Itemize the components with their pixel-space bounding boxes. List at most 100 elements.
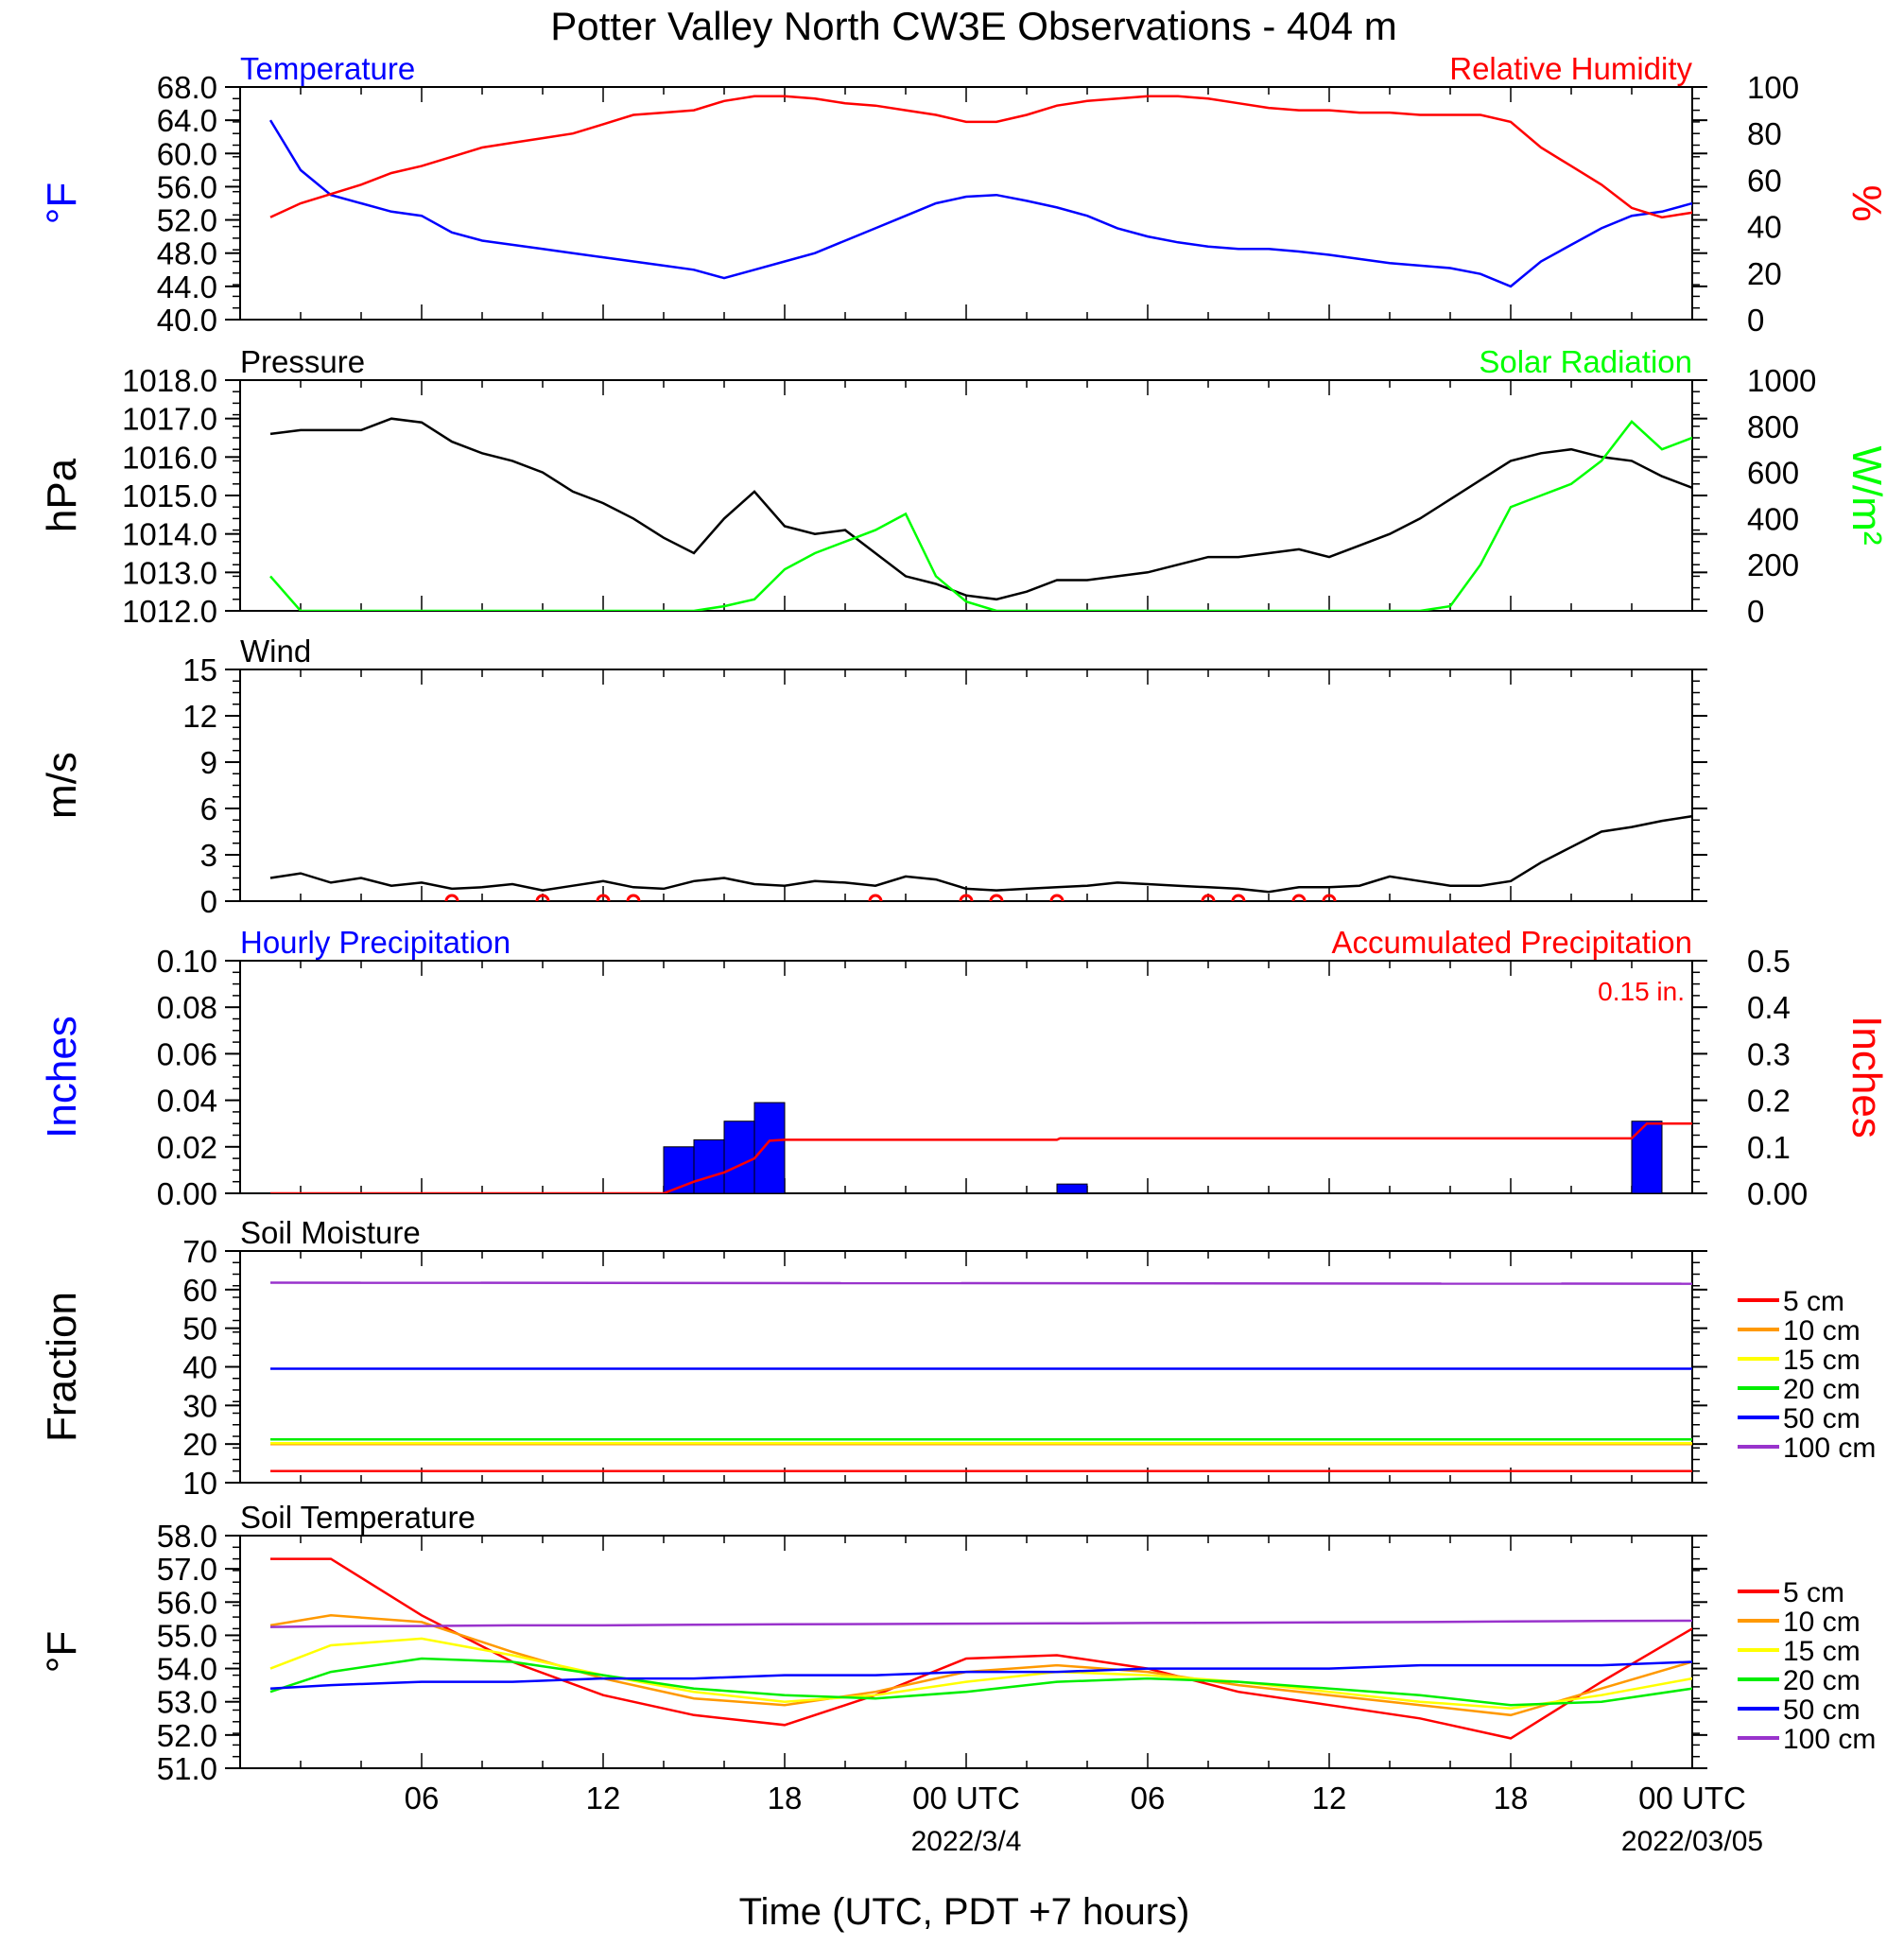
time-tick-label: 18	[1494, 1781, 1529, 1816]
figure-title: Potter Valley North CW3E Observations - …	[550, 4, 1397, 48]
left-tick-label: 1018.0	[122, 363, 217, 398]
plot-area	[269, 417, 1692, 611]
calm-wind-marker	[1049, 894, 1065, 901]
time-tick-label: 12	[1312, 1781, 1347, 1816]
y-axis-label-left: Inches	[39, 1016, 85, 1138]
left-tick-label: 0.08	[157, 990, 217, 1025]
panel-left-title: Pressure	[240, 344, 365, 379]
left-tick-label: 40.0	[157, 303, 217, 338]
left-tick-label: 56.0	[157, 169, 217, 204]
left-tick-label: 55.0	[157, 1618, 217, 1653]
time-tick-label: 18	[768, 1781, 803, 1816]
panel-frame	[239, 1535, 1693, 1769]
legend-label: 5 cm	[1783, 1286, 1844, 1317]
time-tick-label: 06	[405, 1781, 440, 1816]
plot-area	[268, 95, 1692, 288]
panel-frame	[239, 1250, 1693, 1484]
panel-frame	[239, 379, 1693, 612]
series-line-temperature	[268, 119, 1692, 288]
plot-area	[269, 1281, 1692, 1473]
series-line-100-cm	[269, 1619, 1692, 1628]
panel-frame	[239, 669, 1693, 902]
left-tick-label: 0.00	[157, 1176, 217, 1211]
panel-frame	[239, 960, 1693, 1194]
legend-label: 15 cm	[1783, 1345, 1861, 1376]
left-tick-label: 1017.0	[122, 402, 217, 437]
left-tick-label: 60.0	[157, 136, 217, 171]
left-tick-label: 0.06	[157, 1036, 217, 1071]
legend-label: 20 cm	[1783, 1665, 1861, 1696]
time-tick-label: 06	[1131, 1781, 1166, 1816]
right-tick-label: 0.4	[1747, 990, 1791, 1025]
date-label: 2022/03/05	[1621, 1826, 1763, 1857]
left-tick-label: 50	[182, 1312, 217, 1347]
panel-left-title: Soil Moisture	[240, 1215, 421, 1250]
right-tick-label: 1000	[1747, 363, 1816, 398]
panel-left-title: Soil Temperature	[240, 1500, 476, 1535]
chart-panels: 68.064.060.056.052.048.044.040.010080604…	[39, 51, 1890, 1786]
calm-wind-marker	[868, 894, 883, 901]
plot-area	[270, 1102, 1692, 1193]
y-axis-label-left: hPa	[39, 458, 85, 532]
right-tick-label: 40	[1747, 210, 1782, 245]
calm-wind-marker	[1201, 894, 1216, 901]
legend-label: 50 cm	[1783, 1403, 1861, 1434]
left-tick-label: 15	[182, 652, 217, 687]
date-label: 2022/3/4	[911, 1826, 1022, 1857]
panel-wind: 15 12 9 6 3 0 Wind m/s	[39, 634, 1707, 919]
hourly-precip-bar	[1056, 1183, 1088, 1193]
series-line-relative-humidity	[269, 95, 1692, 219]
legend-label: 5 cm	[1783, 1577, 1844, 1608]
legend-label: 100 cm	[1783, 1724, 1876, 1755]
left-tick-label: 20	[182, 1427, 217, 1462]
left-tick-label: 48.0	[157, 236, 217, 271]
left-tick-label: 58.0	[157, 1519, 217, 1554]
right-tick-label: 0	[1747, 594, 1764, 629]
left-tick-label: 6	[200, 791, 217, 826]
series-line-wind-speed	[269, 814, 1692, 894]
y-axis-label-right: Inches	[1843, 1016, 1890, 1138]
left-tick-label: 51.0	[157, 1751, 217, 1786]
right-tick-label: 0.2	[1747, 1084, 1791, 1119]
left-tick-label: 0	[200, 884, 217, 919]
time-tick-label: 12	[586, 1781, 621, 1816]
calm-wind-marker	[444, 894, 459, 901]
left-tick-label: 9	[200, 745, 217, 780]
right-tick-label: 600	[1747, 456, 1799, 491]
series-line-10-cm	[269, 1614, 1692, 1717]
right-tick-label: 400	[1747, 501, 1799, 536]
right-tick-label: 0.00	[1747, 1176, 1808, 1211]
series-line-50-cm	[269, 1660, 1692, 1690]
right-tick-label: 0.3	[1747, 1036, 1791, 1071]
left-tick-label: 10	[182, 1466, 217, 1501]
left-tick-label: 0.02	[157, 1130, 217, 1165]
series-line-pressure	[269, 417, 1692, 601]
time-tick-label: 00 UTC	[912, 1781, 1020, 1816]
y-axis-label-left: °F	[39, 1631, 85, 1673]
left-tick-label: 53.0	[157, 1685, 217, 1720]
series-line-100-cm	[269, 1281, 1692, 1285]
series-line-solar-radiation	[269, 420, 1692, 611]
panel-left-title: Wind	[240, 634, 311, 669]
left-tick-label: 1015.0	[122, 478, 217, 513]
panel-temperature_humidity: 68.064.060.056.052.048.044.040.0 100 80 60 4…	[39, 51, 1890, 338]
series-line-15-cm	[269, 1637, 1692, 1710]
left-tick-label: 60	[182, 1273, 217, 1308]
plot-area	[269, 814, 1692, 901]
calm-wind-marker	[626, 894, 641, 901]
y-axis-label-left: °F	[39, 182, 85, 224]
y-axis-label-left: m/s	[39, 752, 85, 819]
series-line-5-cm	[270, 1557, 1692, 1740]
calm-wind-marker	[989, 894, 1004, 901]
right-tick-label: 0.5	[1747, 944, 1791, 979]
calm-wind-marker	[1322, 894, 1337, 901]
time-axis: 06 12 18 00 UTC 06 12 18 00 UTC 2022/3/4 2022/03/…	[405, 1781, 1763, 1857]
time-tick-label: 00 UTC	[1638, 1781, 1746, 1816]
panel-left-title: Hourly Precipitation	[240, 925, 511, 960]
legend-label: 10 cm	[1783, 1315, 1861, 1347]
legend-label: 100 cm	[1783, 1433, 1876, 1464]
